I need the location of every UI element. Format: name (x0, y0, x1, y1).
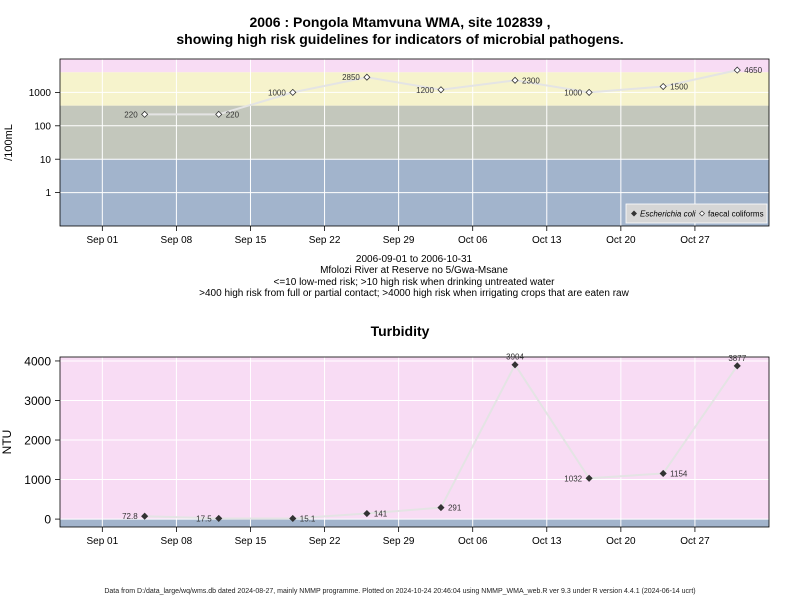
data-point-3 (363, 509, 371, 518)
y-tick-label-3: 1000 (29, 88, 52, 99)
caption-date-range: 2006-09-01 to 2006-10-31 (355, 254, 473, 265)
x-tick-label-5: Oct 06 (458, 235, 488, 246)
y-tick-label-0: 1 (45, 188, 51, 199)
data-label-2: 1000 (268, 88, 286, 97)
data-point-1 (215, 514, 223, 522)
data-label-2: 15.1 (300, 514, 316, 523)
data-label-7: 1154 (670, 469, 688, 478)
data-point-5 (511, 76, 519, 84)
x-tick-label-8: Oct 27 (680, 536, 710, 547)
data-point-6 (585, 474, 593, 482)
data-point-1 (215, 110, 223, 118)
footer-note: Data from D:/data_large/wq/wms.db dated … (104, 588, 696, 595)
chart-title-line-1: 2006 : Pongola Mtamvuna WMA, site 102839… (249, 14, 551, 30)
y-axis-label: NTU (0, 430, 14, 455)
y-tick-label-2: 100 (34, 121, 51, 132)
x-tick-label-2: Sep 15 (235, 235, 267, 246)
data-point-6 (585, 88, 593, 96)
data-label-6: 1032 (564, 474, 582, 483)
x-tick-label-4: Sep 29 (383, 536, 415, 547)
x-tick-label-6: Oct 13 (532, 536, 562, 547)
x-tick-label-1: Sep 08 (161, 235, 193, 246)
caption-drinking-guideline: <=10 low-med risk; >10 high risk when dr… (273, 277, 555, 288)
data-label-8: 3877 (728, 354, 746, 363)
data-label-5: 2300 (522, 76, 540, 85)
caption-site: Mfolozi River at Reserve no 5/Gwa-Msane (320, 265, 508, 276)
risk-band-1 (60, 519, 769, 527)
x-tick-label-4: Sep 29 (383, 235, 415, 246)
data-label-0: 220 (124, 110, 138, 119)
x-tick-label-3: Sep 22 (309, 235, 341, 246)
y-tick-label-0: 0 (44, 512, 51, 526)
risk-band-1 (60, 72, 769, 106)
risk-band-0 (60, 59, 769, 73)
chart-title-line-2: showing high risk guidelines for indicat… (176, 31, 624, 47)
y-tick-label-2: 2000 (24, 433, 51, 447)
x-tick-label-8: Oct 27 (680, 235, 710, 246)
y-tick-label-4: 4000 (24, 354, 51, 368)
data-point-4 (437, 504, 445, 512)
microbial-chart: Sep 01 Sep 08 Sep 15 Sep 22 Sep 29 Oct 06 Oct … (3, 58, 770, 246)
data-label-3: 2850 (342, 73, 360, 82)
x-tick-label-7: Oct 20 (606, 235, 636, 246)
x-tick-label-3: Sep 22 (309, 536, 341, 547)
data-label-8: 4650 (744, 66, 762, 75)
data-label-3: 141 (374, 510, 388, 519)
plot-frame (59, 356, 770, 528)
data-point-0 (141, 512, 149, 520)
y-axis-label: /100mL (3, 124, 15, 161)
data-point-8 (733, 66, 741, 74)
x-tick-label-7: Oct 20 (606, 536, 636, 547)
x-tick-label-0: Sep 01 (86, 536, 118, 547)
data-point-2 (289, 88, 297, 96)
data-label-1: 220 (226, 110, 240, 119)
data-point-7 (659, 82, 667, 91)
x-tick-label-0: Sep 01 (86, 235, 118, 246)
data-point-3 (363, 73, 371, 81)
data-point-4 (437, 86, 445, 94)
x-tick-label-5: Oct 06 (458, 536, 488, 547)
data-point-2 (289, 514, 297, 523)
risk-band-0 (60, 357, 769, 520)
legend-label-0: Escherichia coli (640, 210, 696, 219)
data-label-5: 3904 (506, 353, 524, 362)
data-label-4: 1200 (416, 86, 434, 95)
data-label-0: 72.8 (122, 512, 138, 521)
plot-frame (59, 58, 770, 227)
data-label-4: 291 (448, 504, 462, 513)
x-tick-label-2: Sep 15 (235, 536, 267, 547)
data-point-7 (659, 469, 667, 478)
data-label-1: 17.5 (196, 514, 212, 523)
legend-marker-1 (699, 210, 705, 217)
turbidity-title: Turbidity (370, 323, 430, 339)
data-point-8 (733, 362, 741, 370)
legend-box (625, 203, 768, 224)
data-label-6: 1000 (564, 88, 582, 97)
y-tick-label-1: 1000 (24, 473, 51, 487)
x-tick-label-6: Oct 13 (532, 235, 562, 246)
data-point-0 (141, 110, 149, 118)
x-tick-label-1: Sep 08 (161, 536, 193, 547)
turbidity-chart: Sep 01 Sep 08 Sep 15 Sep 22 Sep 29 Oct 06 Oct … (0, 353, 770, 547)
legend-label-1: faecal coliforms (708, 210, 764, 219)
y-tick-label-1: 10 (40, 155, 52, 166)
y-tick-label-3: 3000 (24, 394, 51, 408)
legend-marker-0 (631, 210, 637, 217)
data-label-7: 1500 (670, 83, 688, 92)
data-point-5 (511, 361, 519, 369)
caption-contact-guideline: >400 high risk from full or partial cont… (199, 288, 629, 299)
